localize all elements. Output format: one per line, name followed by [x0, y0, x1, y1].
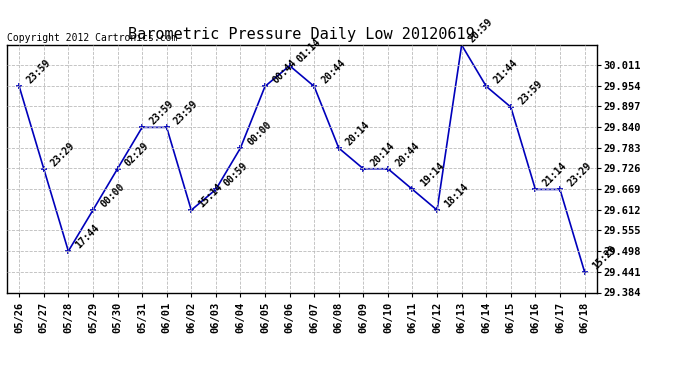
Text: 20:14: 20:14 [344, 120, 372, 147]
Text: 15:14: 15:14 [197, 182, 225, 209]
Text: 20:14: 20:14 [369, 140, 397, 168]
Text: 02:29: 02:29 [123, 140, 151, 168]
Text: 00:44: 00:44 [270, 58, 298, 86]
Text: 23:59: 23:59 [148, 99, 175, 127]
Text: 19:14: 19:14 [418, 161, 446, 189]
Text: 20:44: 20:44 [393, 140, 422, 168]
Text: 23:29: 23:29 [566, 161, 593, 189]
Text: Copyright 2012 Cartronics.com: Copyright 2012 Cartronics.com [7, 33, 177, 42]
Text: 21:44: 21:44 [492, 58, 520, 86]
Text: 15:29: 15:29 [590, 243, 618, 271]
Text: 01:14: 01:14 [295, 37, 323, 65]
Text: 17:44: 17:44 [74, 222, 101, 251]
Text: 23:59: 23:59 [516, 78, 544, 106]
Text: 00:00: 00:00 [99, 182, 126, 209]
Text: 23:59: 23:59 [25, 58, 52, 86]
Text: 18:14: 18:14 [442, 182, 471, 209]
Text: 00:59: 00:59 [221, 161, 249, 189]
Text: 00:00: 00:00 [246, 120, 274, 147]
Text: 20:44: 20:44 [319, 58, 348, 86]
Title: Barometric Pressure Daily Low 20120619: Barometric Pressure Daily Low 20120619 [128, 27, 475, 42]
Text: 20:59: 20:59 [467, 16, 495, 44]
Text: 23:59: 23:59 [172, 99, 200, 127]
Text: 21:14: 21:14 [541, 161, 569, 189]
Text: 23:29: 23:29 [49, 140, 77, 168]
